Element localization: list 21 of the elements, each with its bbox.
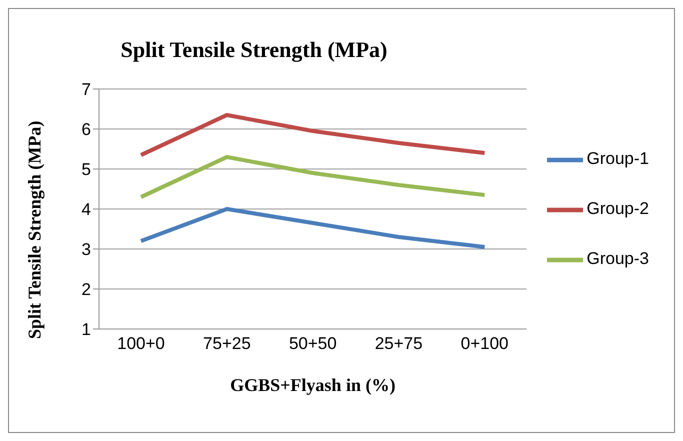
legend-label: Group-1 [586, 149, 649, 168]
x-tick-label: 100+0 [117, 334, 165, 354]
legend-label: Group-3 [586, 249, 649, 268]
line-series [139, 207, 487, 249]
line-series [139, 155, 487, 199]
x-tick-label: 75+25 [203, 334, 251, 354]
y-tick-label: 4 [82, 200, 91, 220]
y-tick-label: 3 [82, 240, 91, 260]
x-axis-title: GGBS+Flyash in (%) [230, 375, 396, 395]
y-tick-label: 5 [82, 160, 91, 180]
y-tick-label: 7 [82, 80, 91, 100]
x-tick-label: 0+100 [460, 334, 508, 354]
chart-title: Split Tensile Strength (MPa) [120, 37, 388, 63]
y-tick-label: 1 [82, 320, 91, 340]
legend-label: Group-2 [586, 199, 649, 218]
x-tick-label: 25+75 [374, 334, 423, 354]
y-tick-label: 6 [82, 120, 91, 140]
y-axis-title: Split Tensile Strength (MPa) [24, 120, 44, 339]
x-tick-label: 50+50 [288, 334, 337, 354]
line-series [139, 113, 487, 157]
y-tick-label: 2 [82, 280, 91, 300]
